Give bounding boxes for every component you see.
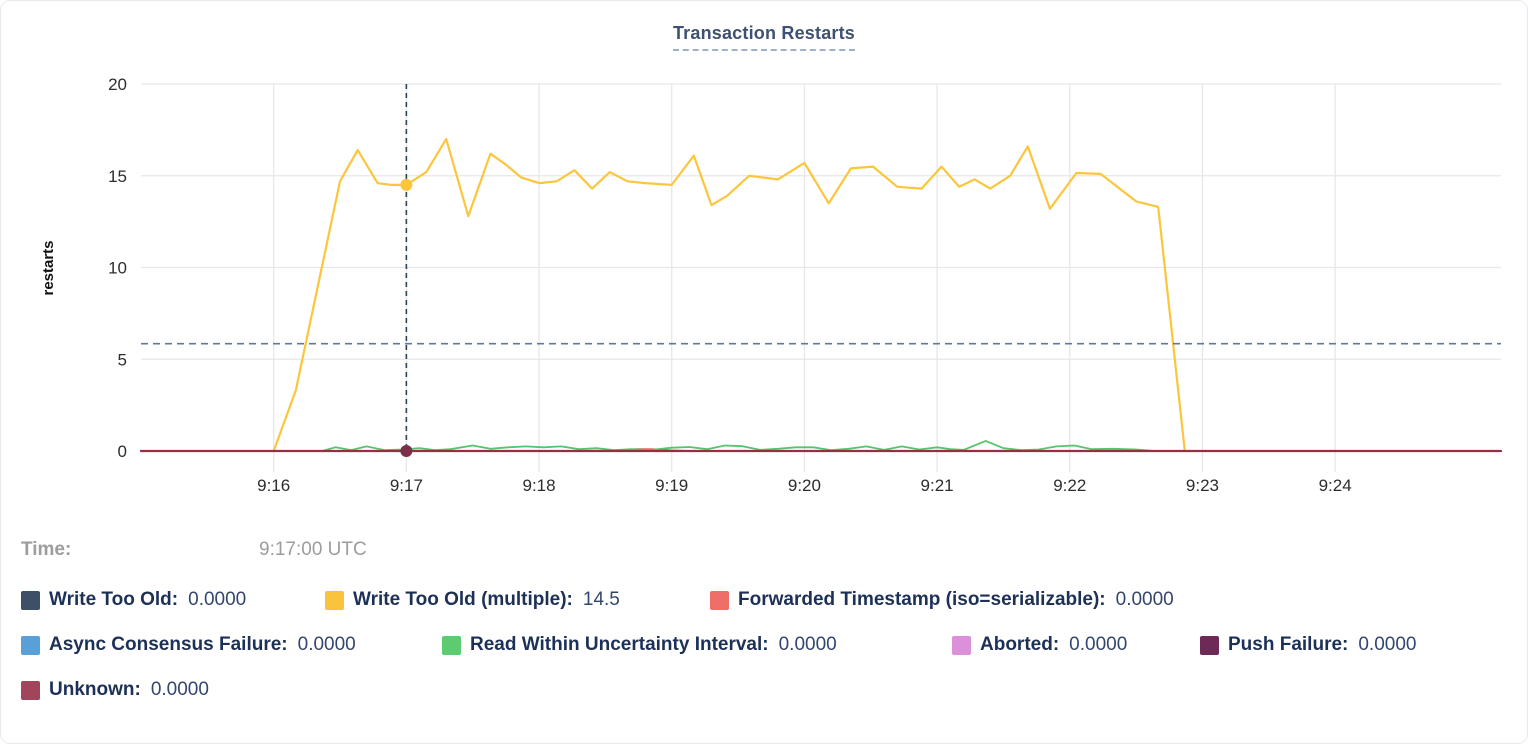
legend-value: 0.0000 [1358, 634, 1417, 655]
y-tick-label: 5 [118, 350, 127, 369]
x-tick-label: 9:21 [921, 476, 954, 495]
legend-item-write-too-old[interactable]: Write Too Old: 0.0000 [21, 589, 246, 611]
legend-item-write-too-old-multiple[interactable]: Write Too Old (multiple): 14.5 [325, 589, 620, 611]
legend-label: Write Too Old: [49, 589, 179, 610]
legend-label: Unknown: [49, 679, 141, 700]
legend-label: Read Within Uncertainty Interval: [470, 634, 769, 655]
legend-swatch [21, 680, 40, 700]
x-tick-label: 9:16 [257, 476, 290, 495]
legend-swatch [442, 635, 461, 655]
legend-value: 0.0000 [1069, 634, 1128, 655]
y-tick-label: 15 [108, 167, 127, 186]
x-tick-label: 9:19 [655, 476, 688, 495]
y-tick-label: 10 [108, 259, 127, 278]
x-tick-label: 9:17 [390, 476, 423, 495]
legend-item-async-consensus-failure[interactable]: Async Consensus Failure: 0.0000 [21, 634, 356, 656]
series-line-write-too-old-multiple- [272, 138, 1186, 453]
y-tick-label: 20 [108, 75, 127, 94]
series-line-read-within-uncertainty-interval [321, 439, 1155, 452]
legend-item-unknown[interactable]: Unknown: 0.0000 [21, 679, 209, 701]
legend-swatch [21, 590, 40, 610]
crosshair-point [400, 178, 413, 191]
legend-swatch [710, 590, 729, 610]
legend-label: Write Too Old (multiple): [353, 589, 573, 610]
chart-header: Transaction Restarts [1, 23, 1527, 51]
crosshair-layer [141, 84, 1501, 457]
legend-value: 0.0000 [150, 679, 209, 700]
legend-value: 0.0000 [297, 634, 356, 655]
legend-value: 0.0000 [1115, 589, 1174, 610]
time-label: Time: [21, 539, 72, 560]
legend-swatch [952, 635, 971, 655]
legend-value: 0.0000 [778, 634, 837, 655]
x-tick-label: 9:24 [1319, 476, 1352, 495]
y-axis-title: restarts [40, 240, 57, 295]
transaction-restarts-chart[interactable]: restarts 0 5 10 15 20 9:16 9:17 9:18 9:19 9:20 9:2… [1, 1, 1528, 516]
legend-item-push-failure[interactable]: Push Failure: 0.0000 [1200, 634, 1416, 656]
legend-label: Aborted: [980, 634, 1060, 655]
legend-label: Forwarded Timestamp (iso=serializable): [738, 589, 1106, 610]
axis-label-layer: restarts 0 5 10 15 20 9:16 9:17 9:18 9:19 9:20 9:2… [40, 75, 1352, 495]
legend-item-aborted[interactable]: Aborted: 0.0000 [952, 634, 1127, 656]
legend-label: Push Failure: [1228, 634, 1349, 655]
x-tick-label: 9:18 [523, 476, 556, 495]
legend-label: Async Consensus Failure: [49, 634, 288, 655]
legend-swatch [21, 635, 40, 655]
y-tick-label: 0 [118, 442, 127, 461]
series-layer [139, 138, 1503, 453]
legend-swatch [1200, 635, 1219, 655]
x-tick-label: 9:22 [1053, 476, 1086, 495]
chart-title[interactable]: Transaction Restarts [672, 23, 856, 51]
legend-item-forwarded-timestamp-iso-serializable[interactable]: Forwarded Timestamp (iso=serializable): 0… [710, 589, 1174, 611]
legend-value: 0.0000 [188, 589, 247, 610]
crosshair-point [400, 445, 413, 457]
legend-value: 14.5 [582, 589, 620, 610]
x-tick-label: 9:23 [1186, 476, 1219, 495]
x-tick-label: 9:20 [788, 476, 821, 495]
time-value: 9:17:00 UTC [259, 539, 367, 560]
grid-layer [141, 83, 1501, 472]
legend-item-read-within-uncertainty-interval[interactable]: Read Within Uncertainty Interval: 0.0000 [442, 634, 837, 656]
legend-swatch [325, 590, 344, 610]
